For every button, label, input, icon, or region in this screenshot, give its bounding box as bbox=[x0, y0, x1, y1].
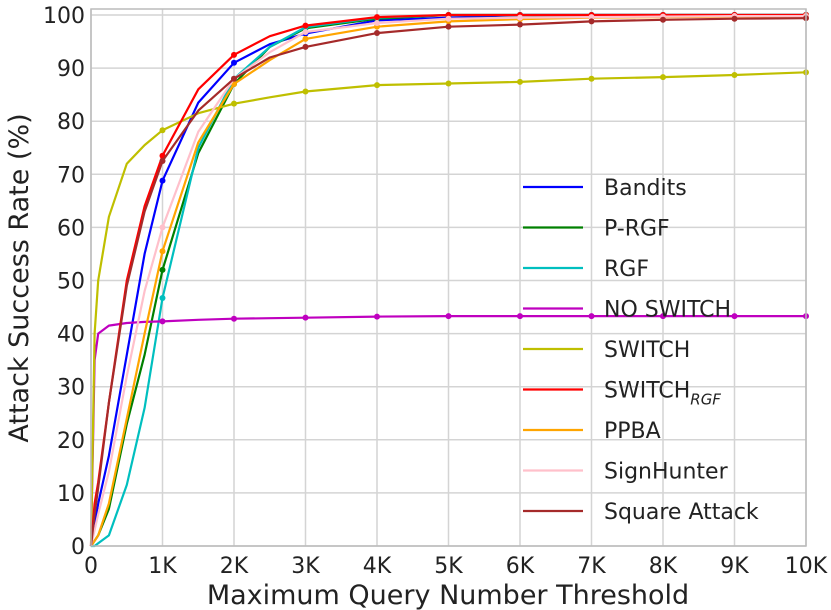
legend-label: SWITCH bbox=[604, 338, 690, 363]
y-tick-label: 70 bbox=[57, 163, 85, 188]
data-point bbox=[517, 313, 523, 320]
data-point bbox=[302, 314, 309, 321]
data-point bbox=[302, 35, 309, 42]
data-point bbox=[445, 23, 452, 30]
legend-label: P-RGF bbox=[604, 217, 670, 242]
y-tick-label: 0 bbox=[71, 535, 85, 560]
y-tick-label: 60 bbox=[57, 216, 85, 241]
x-tick-label: 10K bbox=[785, 554, 828, 579]
x-tick-label: 5K bbox=[434, 554, 463, 579]
legend-label: Bandits bbox=[604, 176, 687, 201]
data-point bbox=[159, 295, 166, 302]
y-tick-label: 10 bbox=[57, 482, 85, 507]
data-point bbox=[588, 18, 595, 25]
x-tick-label: 9K bbox=[720, 554, 749, 579]
series-lines bbox=[89, 12, 809, 548]
y-axis-label: Attack Success Rate (%) bbox=[4, 113, 35, 442]
legend-label: SignHunter bbox=[604, 460, 729, 485]
data-point bbox=[231, 315, 237, 322]
series-line-4 bbox=[89, 71, 807, 547]
data-point bbox=[374, 14, 380, 21]
y-tick-label: 90 bbox=[57, 57, 85, 82]
data-point bbox=[374, 82, 380, 89]
data-point bbox=[445, 80, 452, 87]
legend-label: PPBA bbox=[604, 419, 661, 444]
y-tick-labels: 0 10 20 30 40 50 60 70 80 90 100 bbox=[43, 4, 85, 560]
x-tick-label: 1K bbox=[148, 554, 177, 579]
legend-label: NO SWITCH bbox=[604, 298, 731, 323]
data-point bbox=[660, 16, 666, 23]
data-point bbox=[231, 51, 237, 58]
y-tick-label: 30 bbox=[57, 376, 85, 401]
plot-frame bbox=[90, 8, 807, 547]
y-tick-label: 100 bbox=[43, 4, 85, 29]
data-point bbox=[374, 19, 380, 26]
x-tick-label: 3K bbox=[291, 554, 320, 579]
data-point bbox=[731, 15, 738, 22]
legend-label: RGF bbox=[604, 257, 649, 282]
y-tick-label: 40 bbox=[57, 323, 85, 348]
data-point bbox=[445, 15, 452, 22]
data-point bbox=[517, 21, 523, 28]
data-point bbox=[159, 318, 166, 325]
data-point bbox=[588, 75, 595, 82]
x-tick-label: 0 bbox=[84, 554, 98, 579]
data-point bbox=[159, 266, 166, 273]
data-point bbox=[159, 127, 166, 134]
x-tick-label: 2K bbox=[220, 554, 249, 579]
data-point bbox=[517, 14, 523, 21]
data-point bbox=[731, 313, 738, 320]
data-point bbox=[159, 177, 166, 184]
data-point bbox=[302, 43, 309, 50]
legend-label-subscript: RGF bbox=[690, 391, 721, 409]
x-tick-label: 4K bbox=[363, 554, 392, 579]
data-point bbox=[302, 22, 309, 29]
series-line-7 bbox=[89, 15, 806, 547]
data-point bbox=[302, 28, 309, 35]
data-point bbox=[231, 75, 237, 82]
data-point bbox=[588, 14, 595, 21]
data-point bbox=[445, 313, 452, 320]
data-point bbox=[517, 78, 523, 85]
x-tick-label: 8K bbox=[649, 554, 678, 579]
series-line-3 bbox=[89, 315, 806, 547]
data-point bbox=[588, 313, 595, 320]
legend-label: Square Attack bbox=[604, 500, 759, 525]
x-axis-label: Maximum Query Number Threshold bbox=[207, 580, 689, 610]
data-point bbox=[731, 72, 738, 79]
data-point bbox=[374, 313, 380, 320]
y-tick-label: 50 bbox=[57, 270, 85, 295]
data-point bbox=[159, 224, 166, 231]
y-tick-label: 20 bbox=[57, 429, 85, 454]
data-point bbox=[302, 88, 309, 95]
data-point bbox=[159, 158, 166, 165]
data-point bbox=[231, 100, 237, 107]
data-point bbox=[374, 30, 380, 37]
series-line-8 bbox=[89, 17, 807, 547]
data-point bbox=[231, 59, 237, 66]
data-point bbox=[660, 74, 666, 81]
x-tick-label: 6K bbox=[506, 554, 535, 579]
data-point bbox=[660, 313, 666, 320]
y-tick-label: 80 bbox=[57, 110, 85, 135]
data-point bbox=[159, 248, 166, 255]
x-tick-label: 7K bbox=[577, 554, 606, 579]
x-tick-labels: 0 1K 2K 3K 4K 5K 6K 7K 8K 9K 10K bbox=[84, 554, 828, 579]
